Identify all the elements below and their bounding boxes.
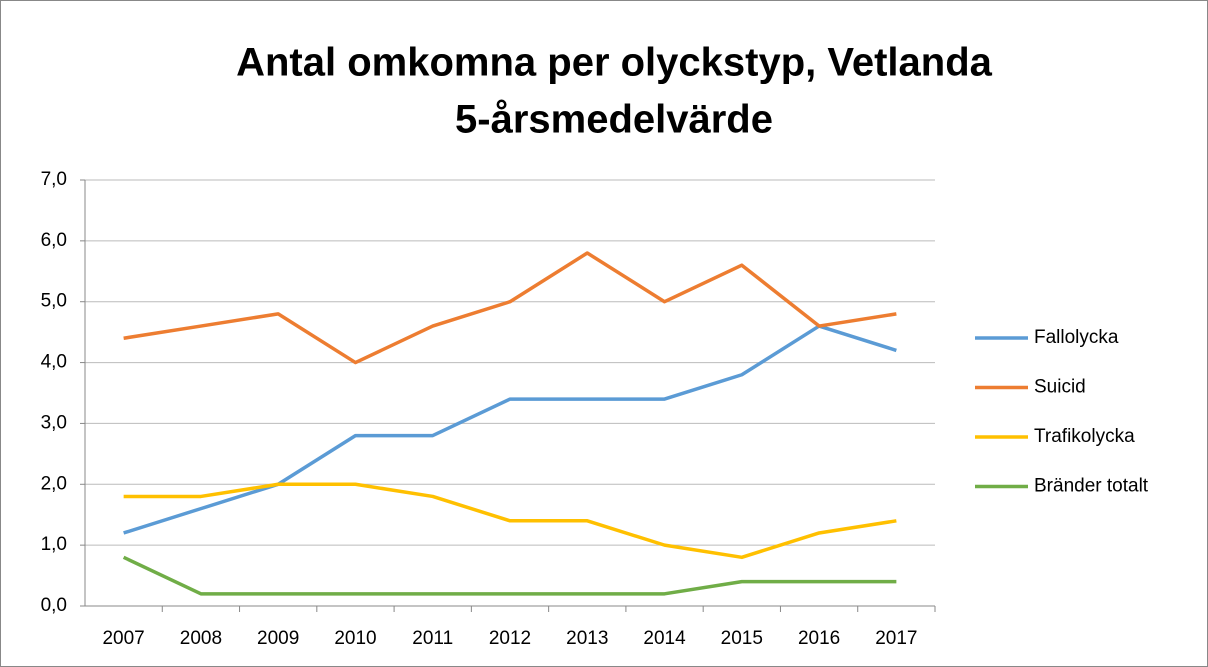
series-line xyxy=(123,482,897,560)
x-tick-label: 2017 xyxy=(875,628,917,649)
y-tick-label: 5,0 xyxy=(41,291,67,312)
x-tick-label: 2016 xyxy=(798,628,840,649)
legend-label: Trafikolycka xyxy=(1034,426,1135,447)
x-tick-label: 2014 xyxy=(643,628,686,649)
x-tick-label: 2012 xyxy=(489,628,531,649)
x-tick-label: 2013 xyxy=(566,628,608,649)
y-tick-label: 0,0 xyxy=(41,595,67,616)
legend-label: Fallolycka xyxy=(1034,327,1119,348)
x-tick-label: 2007 xyxy=(102,628,144,649)
y-tick-label: 2,0 xyxy=(41,473,67,494)
chart-title: Antal omkomna per olyckstyp, Vetlanda xyxy=(236,41,993,85)
legend-label: Bränder totalt xyxy=(1034,476,1149,497)
y-tick-label: 4,0 xyxy=(41,352,67,373)
legend-label: Suicid xyxy=(1034,377,1086,398)
series-line xyxy=(123,251,897,365)
y-tick-label: 6,0 xyxy=(41,230,67,251)
x-tick-label: 2008 xyxy=(180,628,222,649)
x-tick-label: 2009 xyxy=(257,628,299,649)
x-tick-label: 2011 xyxy=(412,628,453,649)
x-tick-label: 2015 xyxy=(721,628,763,649)
series-line xyxy=(122,555,897,596)
series-line xyxy=(123,324,897,535)
y-tick-label: 3,0 xyxy=(41,412,67,433)
x-tick-label: 2010 xyxy=(334,628,376,649)
y-tick-label: 1,0 xyxy=(41,534,67,555)
chart-title: 5-årsmedelvärde xyxy=(455,98,773,142)
y-tick-label: 7,0 xyxy=(41,169,67,190)
